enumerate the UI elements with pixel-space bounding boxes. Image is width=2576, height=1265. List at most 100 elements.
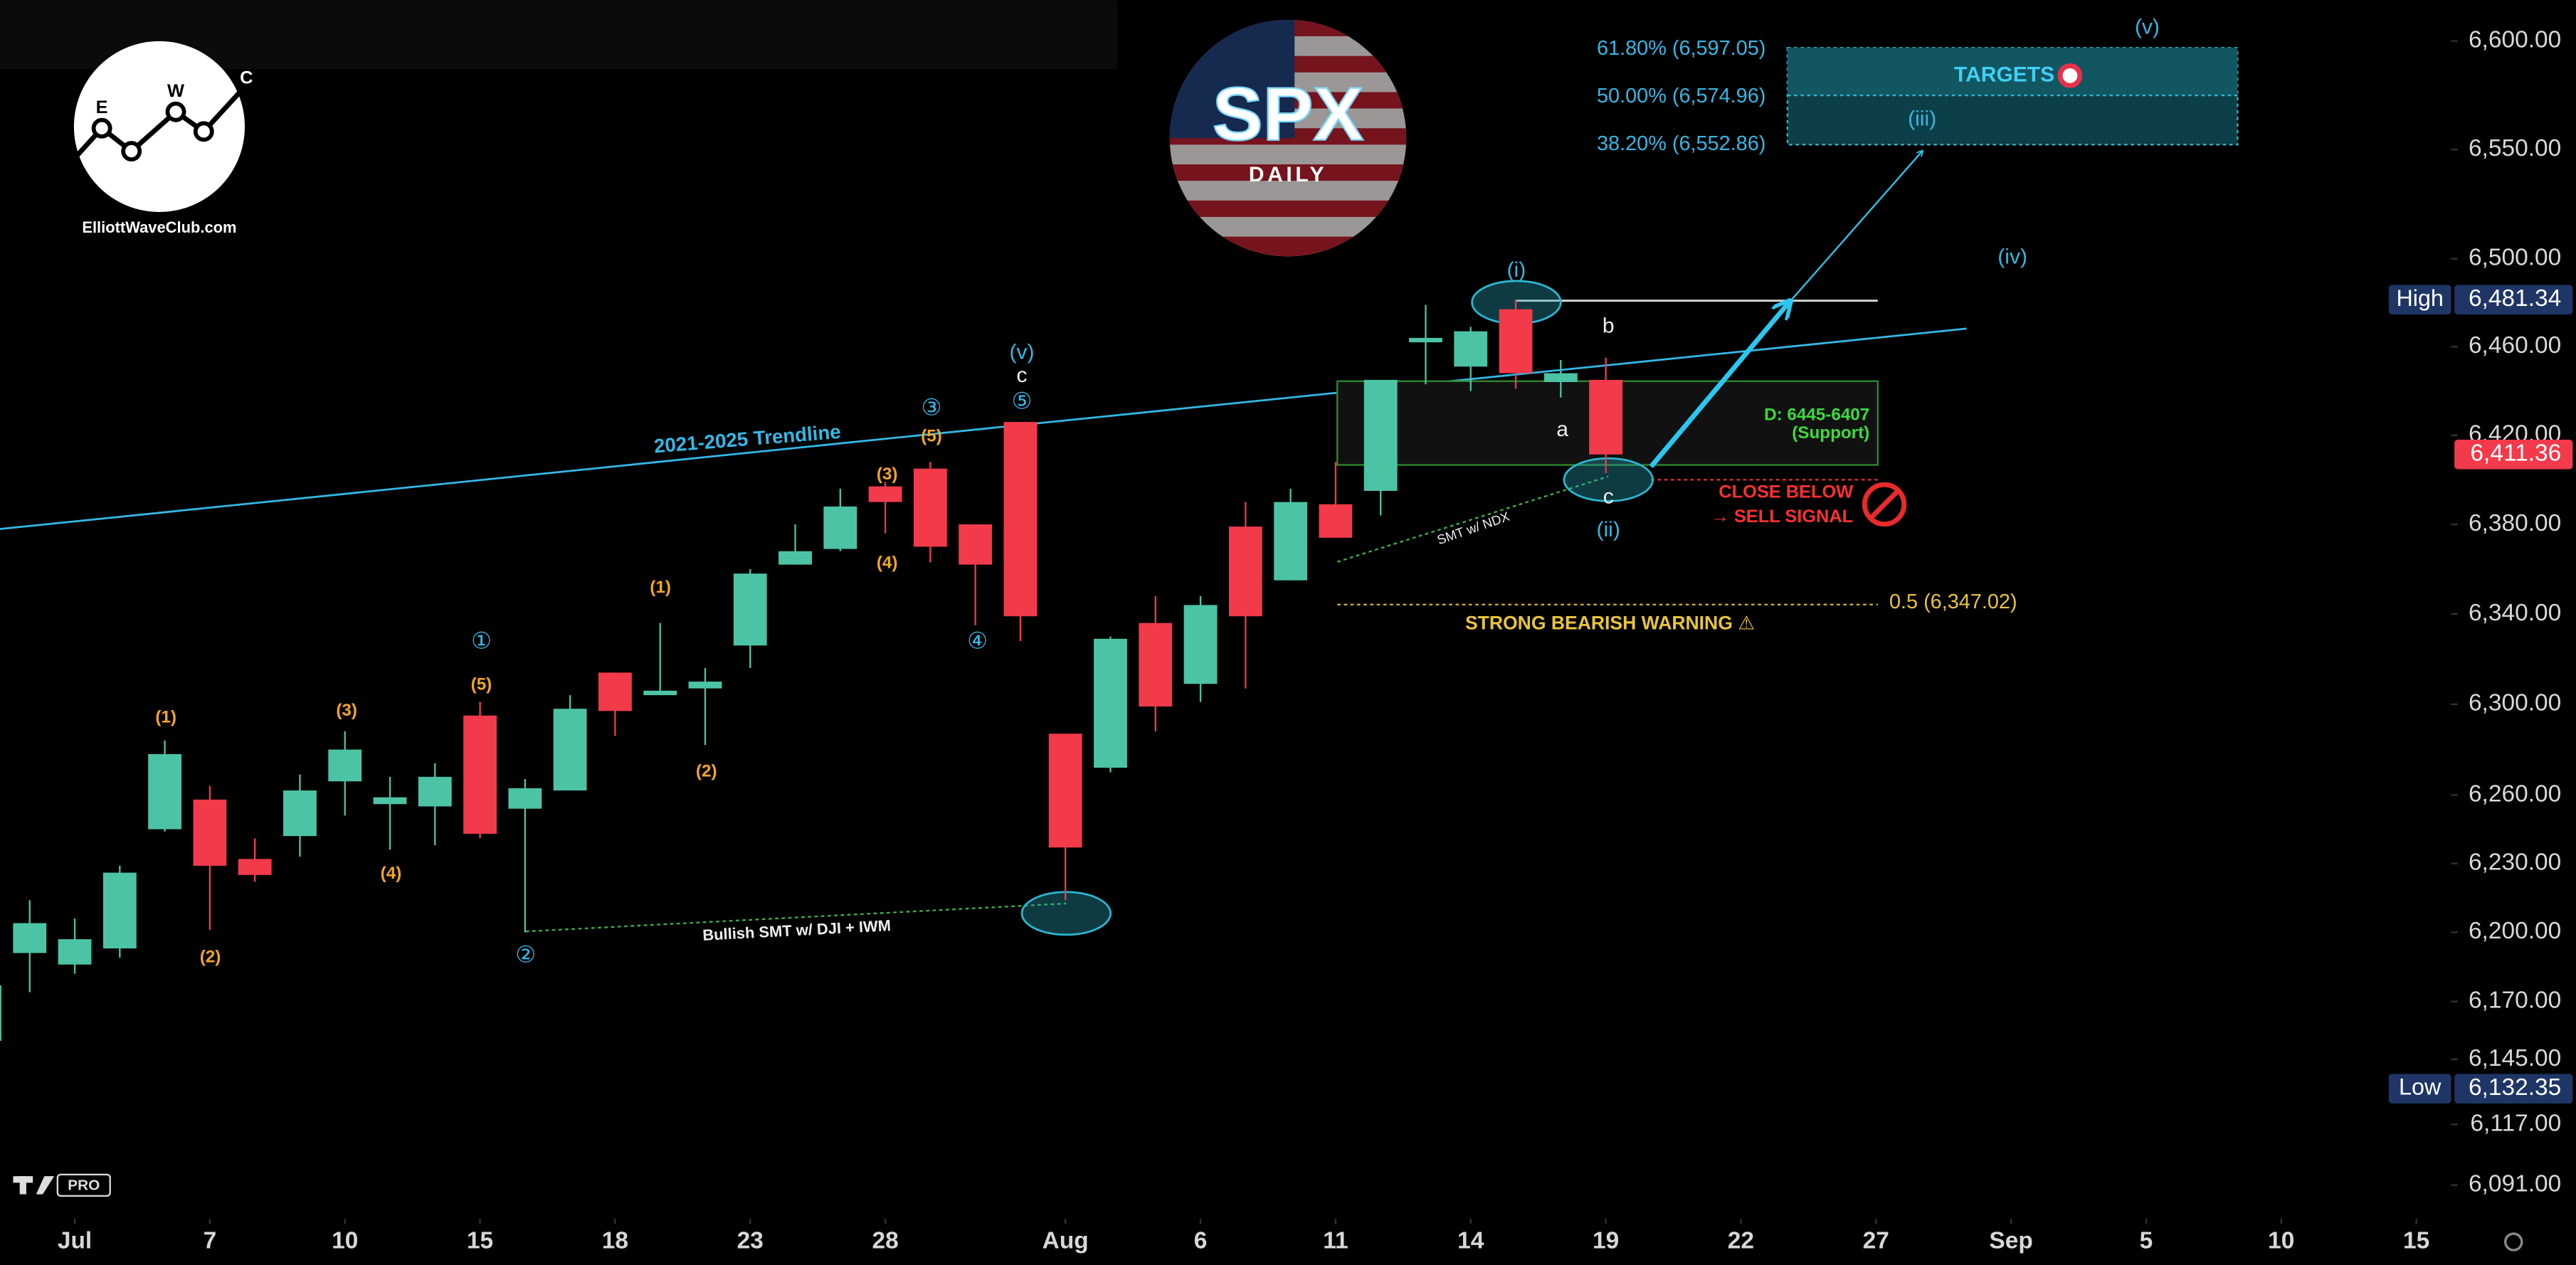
candle — [1139, 596, 1173, 732]
tv-pro-box — [56, 1173, 111, 1197]
candle-body — [688, 682, 722, 689]
candle-body — [1543, 373, 1578, 383]
annotation: ③ — [922, 395, 942, 420]
logo-letter: E — [96, 97, 108, 117]
x-tick-label: 22 — [1728, 1227, 1754, 1254]
candle-body — [508, 788, 542, 809]
candle-body — [1454, 331, 1488, 367]
annotation: (3) — [877, 465, 898, 484]
annotation: 50.00% (6,574.96) — [1597, 85, 1765, 107]
annotation: STRONG BEARISH WARNING ⚠ — [1465, 612, 1755, 633]
candle-body — [1499, 309, 1533, 374]
annotation: (3) — [336, 701, 357, 720]
trendline — [0, 327, 1967, 530]
candle — [508, 779, 542, 933]
candle — [283, 774, 317, 857]
candle-body — [913, 468, 947, 547]
candle-body — [373, 797, 407, 805]
candle-body — [1228, 526, 1262, 617]
x-tick-label: 28 — [872, 1227, 898, 1254]
x-tick-label: 5 — [2140, 1227, 2153, 1254]
annotation: 61.80% (6,597.05) — [1597, 37, 1765, 60]
candle — [643, 623, 677, 696]
candle-body — [283, 790, 317, 837]
candle — [959, 524, 993, 625]
annotation: → SELL SIGNAL — [1711, 507, 1853, 526]
annotation: ① — [471, 628, 492, 653]
candle-body — [1048, 734, 1082, 848]
candle — [1499, 300, 1533, 389]
candle — [1094, 636, 1127, 773]
price-badge-label: 6,411.36 — [2470, 440, 2561, 467]
candle-body — [0, 985, 1, 1041]
price-badge — [2454, 439, 2573, 470]
annotation: (5) — [921, 427, 942, 446]
x-tick-label: Jul — [58, 1227, 92, 1254]
annotation: a — [1556, 418, 1568, 441]
tv-pro: PRO — [68, 1177, 100, 1194]
annotation: CLOSE BELOW — [1719, 482, 1853, 502]
highlight-ellipse — [1563, 457, 1654, 502]
candle-body — [13, 923, 47, 953]
candle-body — [1409, 337, 1442, 343]
annotation: (1) — [155, 707, 176, 726]
smt-line — [1336, 475, 1609, 563]
candle-body — [643, 690, 677, 696]
x-tick-label: 11 — [1323, 1227, 1348, 1254]
logo-site: ElliottWaveClub.com — [82, 218, 236, 236]
candle — [868, 482, 902, 534]
candle-body — [1183, 605, 1218, 684]
annotation: c — [1603, 485, 1614, 509]
annotation: (v) — [1010, 340, 1035, 364]
x-tick-label: 15 — [2403, 1227, 2429, 1254]
x-tick-label: 23 — [737, 1227, 764, 1254]
annotation: b — [1603, 314, 1615, 338]
candle — [373, 776, 407, 850]
candle — [688, 667, 722, 746]
y-tick-label: 6,460.00 — [2469, 332, 2561, 359]
settings-icon[interactable] — [2503, 1232, 2523, 1251]
candle-body — [148, 753, 182, 830]
settings-gear[interactable] — [2503, 1232, 2523, 1251]
annotation: 38.20% (6,552.86) — [1597, 132, 1765, 155]
annotation: 0.5 (6,347.02) — [1889, 591, 2017, 613]
y-tick-label: 6,500.00 — [2469, 244, 2561, 270]
candle-body — [823, 506, 857, 549]
annotation: (Support) — [1792, 423, 1869, 443]
candle — [1274, 488, 1308, 581]
stop-icon — [1869, 489, 1899, 519]
candle-body — [959, 524, 993, 565]
candle — [418, 763, 452, 845]
candle-body — [1139, 623, 1173, 706]
annotation: D: 6445-6407 — [1764, 406, 1869, 425]
spx-title: SPX — [1213, 72, 1363, 157]
targets-band — [1787, 48, 2238, 96]
flag-stripe — [1169, 200, 1407, 217]
ewc-logo: E W C ElliottWaveClub.com — [67, 41, 253, 236]
x-tick-label: Sep — [1989, 1227, 2032, 1254]
x-tick-label: 10 — [2268, 1227, 2294, 1254]
candle-body — [1274, 502, 1308, 581]
candle-body — [238, 859, 272, 875]
candle-body — [1003, 422, 1038, 617]
y-tick-label: 6,550.00 — [2469, 135, 2561, 162]
candle-body — [868, 486, 902, 502]
plot: 6,091.00 6,117.00 6,145.00 6,170.00 6,200.00… — [0, 15, 2573, 1254]
badge-name-box — [2388, 285, 2451, 315]
y-tick-label: 6,300.00 — [2469, 690, 2561, 716]
candle — [913, 462, 947, 563]
annotation: TARGETS — [1954, 63, 2054, 86]
x-tick-label: Aug — [1042, 1227, 1089, 1254]
annotation: (4) — [381, 864, 402, 883]
x-tick-label: 18 — [602, 1227, 628, 1254]
drawings — [0, 46, 2239, 936]
candle — [148, 740, 182, 832]
candle — [778, 524, 812, 565]
candle — [1003, 422, 1038, 641]
spx-subtitle: DAILY — [1249, 163, 1327, 186]
logo-letter: C — [240, 68, 253, 88]
tv-glyph — [36, 1176, 55, 1195]
logo-dot — [121, 141, 142, 162]
annotation: (iv) — [1997, 245, 2027, 269]
